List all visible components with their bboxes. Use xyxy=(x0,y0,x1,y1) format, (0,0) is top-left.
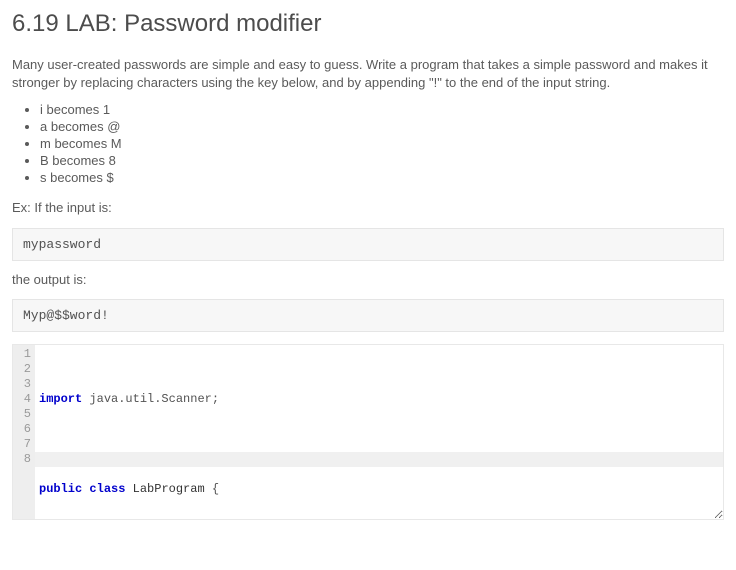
code-line[interactable] xyxy=(39,437,719,452)
example-output-box: Myp@$$word! xyxy=(12,299,724,332)
line-number: 3 xyxy=(15,377,31,392)
line-number: 4 xyxy=(15,392,31,407)
editor-gutter: 1 2 3 4 5 6 7 8 xyxy=(13,345,35,519)
example-output-label: the output is: xyxy=(12,271,724,289)
substitution-rules-list: i becomes 1 a becomes @ m becomes M B be… xyxy=(12,102,724,185)
list-item: s becomes $ xyxy=(40,170,724,185)
line-number: 7 xyxy=(15,437,31,452)
line-number: 1 xyxy=(15,347,31,362)
list-item: m becomes M xyxy=(40,136,724,151)
line-number: 2 xyxy=(15,362,31,377)
code-line[interactable]: public class LabProgram { xyxy=(39,482,719,497)
active-line-highlight xyxy=(35,452,723,467)
list-item: B becomes 8 xyxy=(40,153,724,168)
lab-title: 6.19 LAB: Password modifier xyxy=(12,10,724,38)
line-number: 5 xyxy=(15,407,31,422)
example-input-box: mypassword xyxy=(12,228,724,261)
lab-description: Many user-created passwords are simple a… xyxy=(12,56,724,92)
list-item: a becomes @ xyxy=(40,119,724,134)
line-number: 8 xyxy=(15,452,31,467)
line-number: 6 xyxy=(15,422,31,437)
example-input-label: Ex: If the input is: xyxy=(12,199,724,217)
code-editor[interactable]: 1 2 3 4 5 6 7 8 import java.util.Scanner… xyxy=(12,344,724,520)
list-item: i becomes 1 xyxy=(40,102,724,117)
code-area[interactable]: import java.util.Scanner; public class L… xyxy=(35,345,723,519)
code-line[interactable]: import java.util.Scanner; xyxy=(39,392,719,407)
